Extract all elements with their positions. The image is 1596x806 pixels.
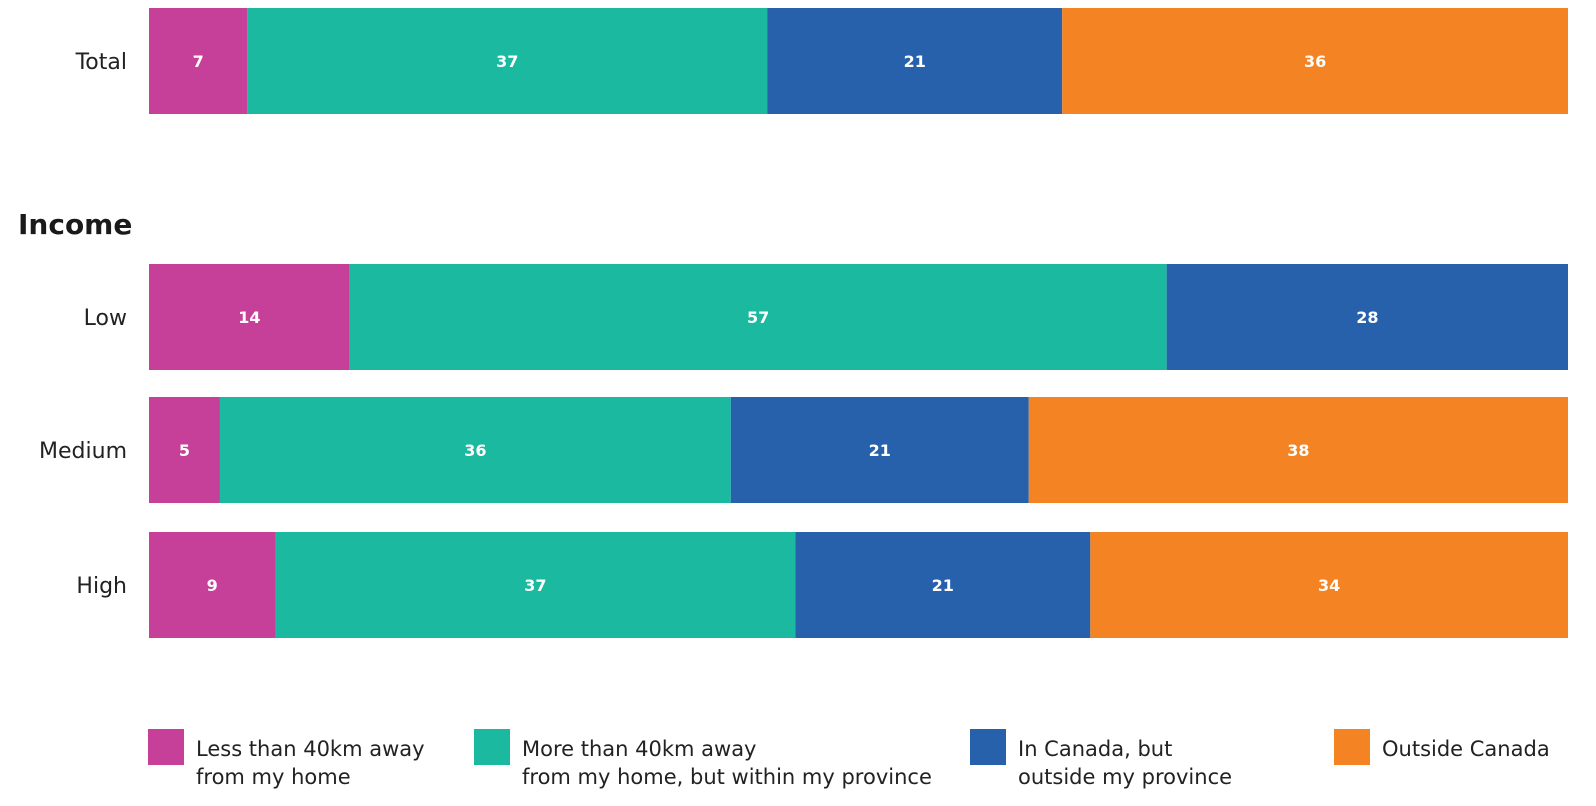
row-label: Low <box>84 306 127 331</box>
bar-segment <box>767 8 1063 114</box>
legend-label: Outside Canada <box>1382 737 1550 761</box>
group-heading: Income <box>18 208 132 241</box>
segment-value-label: 7 <box>193 52 204 71</box>
row-label: Medium <box>39 439 127 464</box>
legend-label: outside my province <box>1018 765 1232 789</box>
legend-swatch <box>1334 729 1370 765</box>
bar-segment <box>1090 532 1568 638</box>
segment-value-label: 37 <box>496 52 518 71</box>
segment-value-label: 37 <box>524 576 546 595</box>
legend-swatch <box>970 729 1006 765</box>
bar-segment <box>795 532 1091 638</box>
segment-value-label: 21 <box>869 441 891 460</box>
bar-segment <box>149 532 276 638</box>
segment-value-label: 38 <box>1287 441 1309 460</box>
bar-segment <box>219 397 731 503</box>
segment-value-label: 21 <box>932 576 954 595</box>
legend-label: Less than 40km away <box>196 737 425 761</box>
bar-segment <box>149 264 350 370</box>
segment-value-label: 14 <box>238 308 260 327</box>
legend-label: from my home, but within my province <box>522 765 932 789</box>
bar-segment <box>275 532 796 638</box>
bar-segment <box>1166 264 1568 370</box>
legend-label: More than 40km away <box>522 737 757 761</box>
bar-segment <box>149 397 220 503</box>
legend-swatch <box>148 729 184 765</box>
segment-value-label: 34 <box>1318 576 1340 595</box>
bar-segment <box>247 8 768 114</box>
segment-value-label: 21 <box>904 52 926 71</box>
bar-segment <box>349 264 1167 370</box>
bar-segment <box>730 397 1029 503</box>
segment-value-label: 9 <box>207 576 218 595</box>
segment-value-label: 5 <box>179 441 190 460</box>
row-label: High <box>76 574 127 599</box>
row-label: Total <box>75 50 127 75</box>
bar-segment <box>149 8 248 114</box>
segment-value-label: 36 <box>464 441 486 460</box>
bar-segment <box>1028 397 1568 503</box>
legend-label: In Canada, but <box>1018 737 1172 761</box>
segment-value-label: 36 <box>1304 52 1326 71</box>
bar-segment <box>1062 8 1568 114</box>
legend-swatch <box>474 729 510 765</box>
legend-label: from my home <box>196 765 351 789</box>
segment-value-label: 57 <box>747 308 769 327</box>
segment-value-label: 28 <box>1356 308 1378 327</box>
